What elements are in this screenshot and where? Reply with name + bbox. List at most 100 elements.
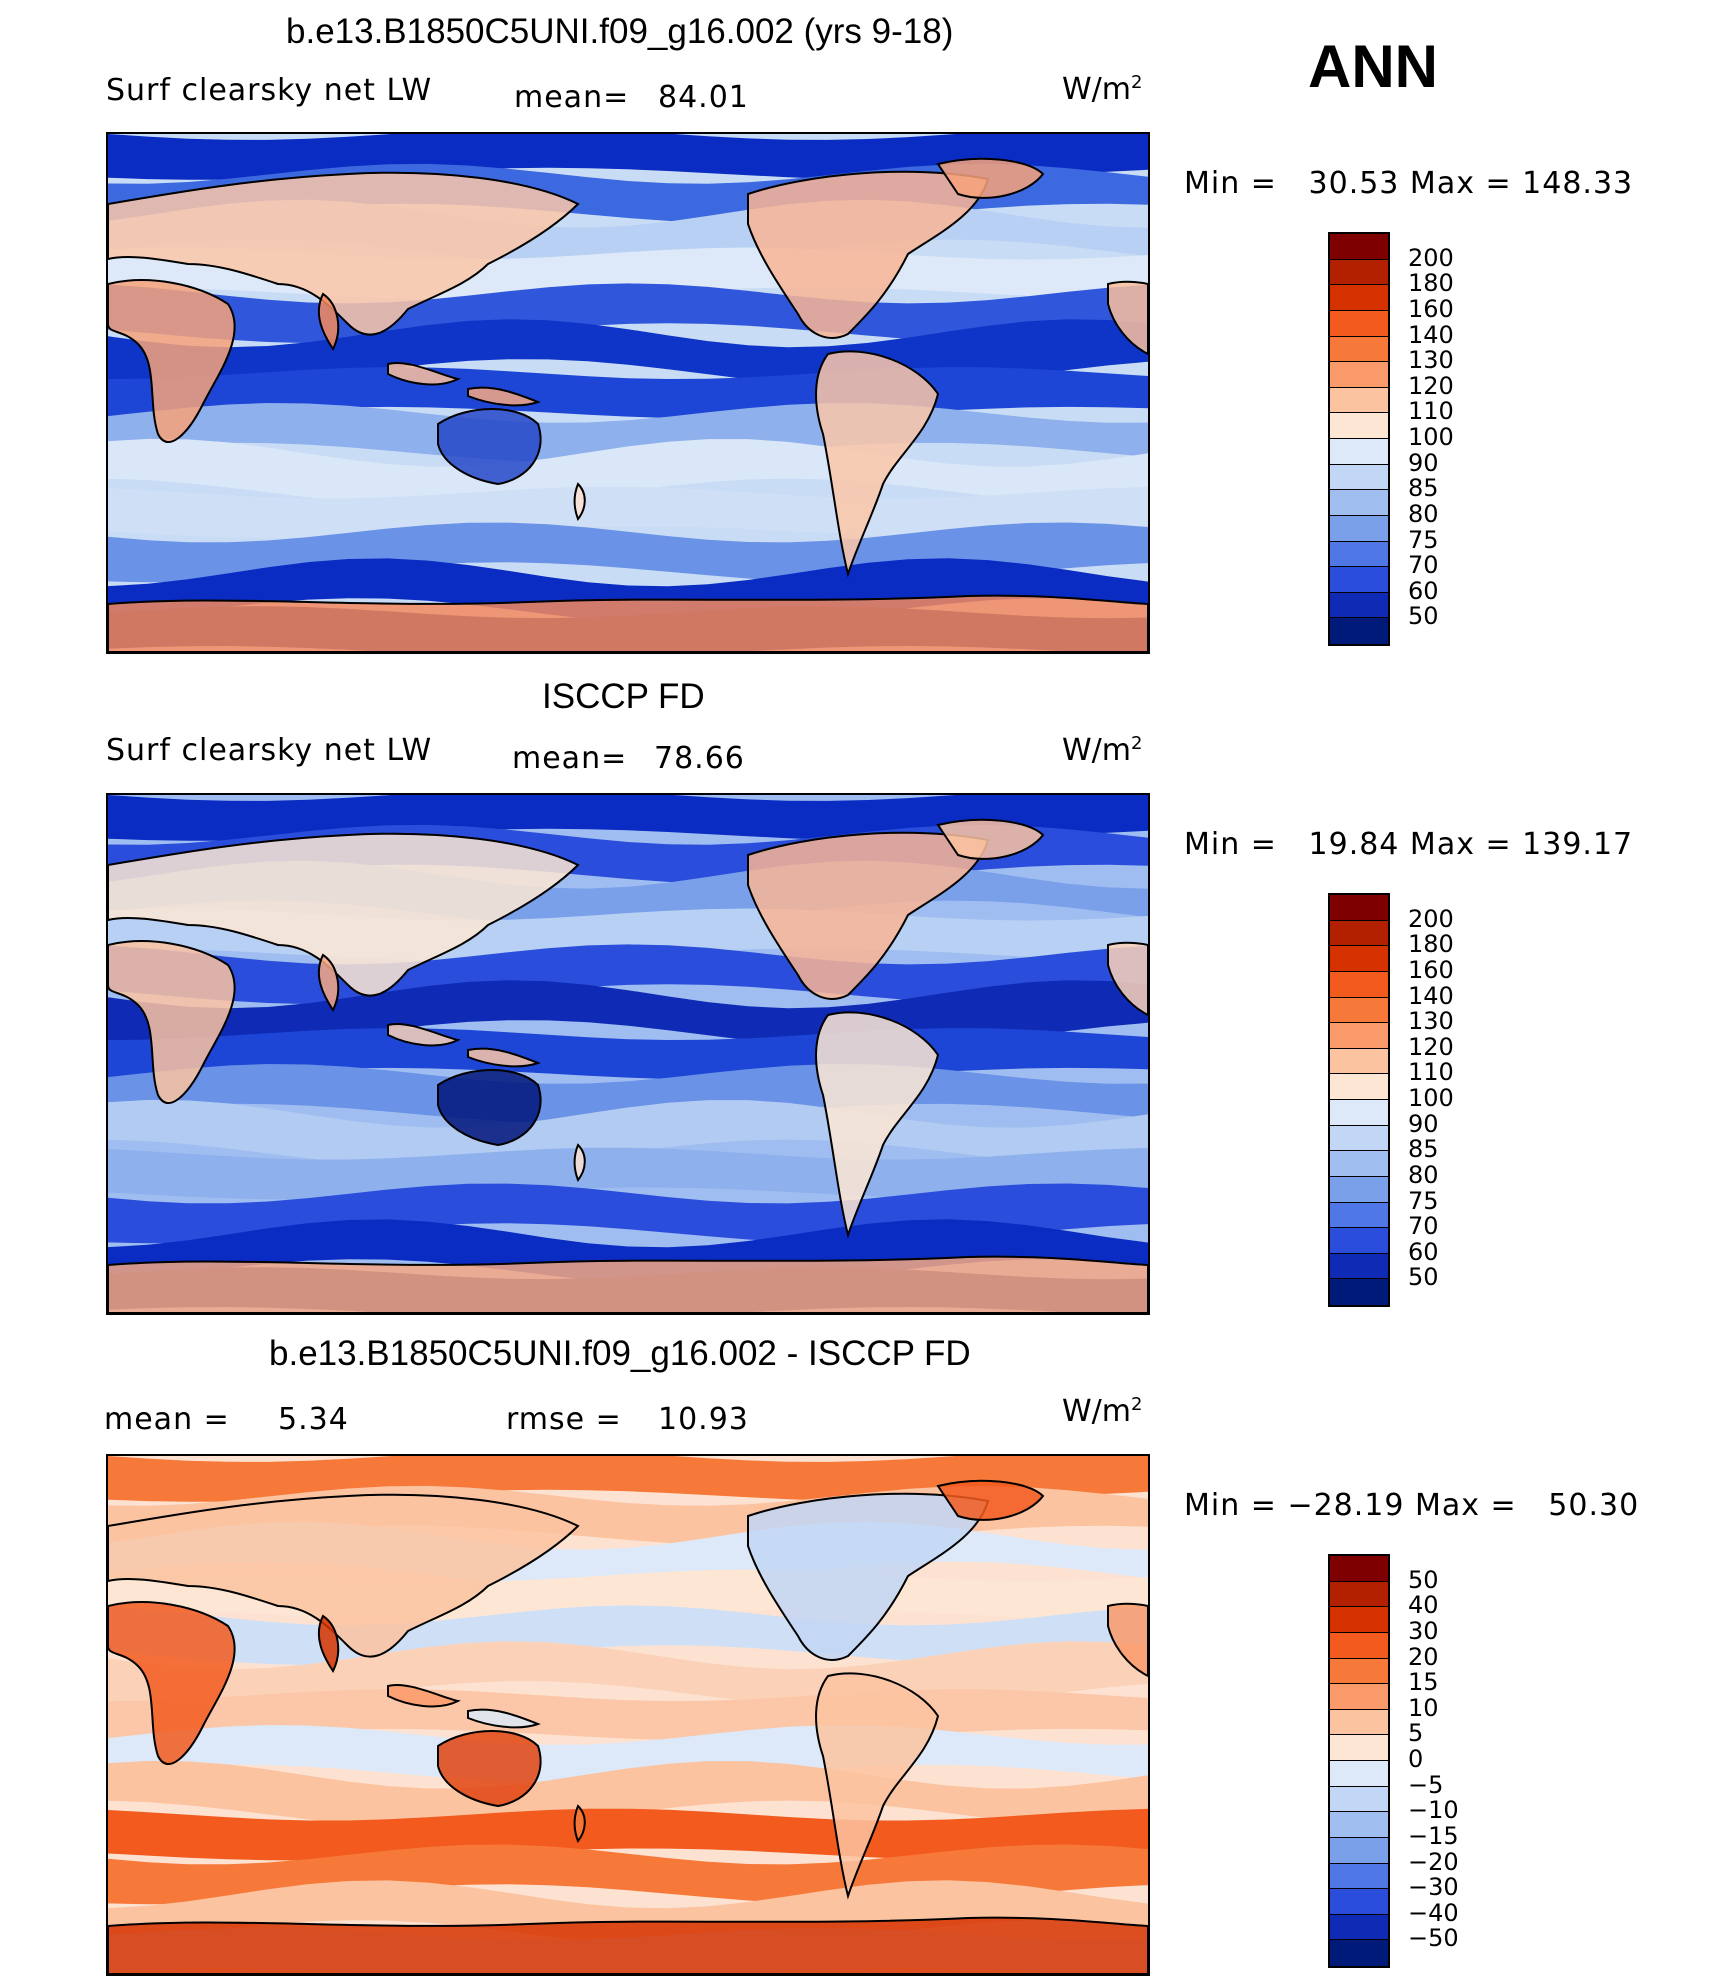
colorbar-segment xyxy=(1330,362,1388,388)
panel-2-units: W/m2 xyxy=(1062,733,1143,768)
coastline xyxy=(317,953,340,1012)
coastline xyxy=(437,1069,542,1147)
colorbar-tick-label: 40 xyxy=(1408,1591,1439,1620)
colorbar-tick-label: 80 xyxy=(1408,499,1439,528)
colorbar-segment xyxy=(1330,1940,1388,1966)
panel-1-colorbar xyxy=(1328,232,1390,646)
colorbar-segment xyxy=(1330,1632,1388,1659)
panel-3-rmse-label: rmse = xyxy=(506,1402,622,1437)
colorbar-segment xyxy=(1330,285,1388,311)
coastline xyxy=(1107,941,1148,1017)
colorbar-tick-label: 90 xyxy=(1408,1109,1439,1138)
panel-3-mean-value: 5.34 xyxy=(278,1402,349,1437)
colorbar-segment xyxy=(1330,1279,1388,1305)
coastline xyxy=(437,1730,542,1808)
colorbar-tick-label: 75 xyxy=(1408,525,1439,554)
panel-2-colorbar xyxy=(1328,893,1390,1307)
colorbar-segment xyxy=(1330,1023,1388,1049)
coastline xyxy=(936,157,1045,199)
coastline xyxy=(387,1023,461,1047)
colorbar-tick-label: 70 xyxy=(1408,551,1439,580)
colorbar-segment xyxy=(1330,946,1388,972)
colorbar-segment xyxy=(1330,567,1388,593)
colorbar-tick-label: 50 xyxy=(1408,1565,1439,1594)
colorbar-tick-label: 180 xyxy=(1408,930,1454,959)
coastline xyxy=(467,1047,541,1068)
coastline xyxy=(1107,280,1148,356)
colorbar-segment xyxy=(1330,1863,1388,1890)
panel-1-minmax: Min = 30.53 Max = 148.33 xyxy=(1184,166,1634,201)
colorbar-tick-label: 200 xyxy=(1408,243,1454,272)
colorbar-segment xyxy=(1330,1202,1388,1229)
coastline xyxy=(815,350,940,578)
colorbar-segment xyxy=(1330,541,1388,568)
panel-1-variable-label: Surf clearsky net LW xyxy=(106,73,433,108)
panel-3-minmax: Min = −28.19 Max = 50.30 xyxy=(1184,1488,1640,1523)
colorbar-tick-label: 180 xyxy=(1408,269,1454,298)
coastline xyxy=(815,1672,940,1900)
colorbar-tick-label: 140 xyxy=(1408,981,1454,1010)
panel-1-title: b.e13.B1850C5UNI.f09_g16.002 (yrs 9-18) xyxy=(286,12,954,51)
coastline xyxy=(467,386,541,407)
coastline xyxy=(936,1479,1045,1521)
colorbar-tick-label: 130 xyxy=(1408,346,1454,375)
panel-3-units: W/m2 xyxy=(1062,1394,1143,1429)
colorbar-tick-label: 50 xyxy=(1408,602,1439,631)
colorbar-segment xyxy=(1330,920,1388,947)
colorbar-segment xyxy=(1330,490,1388,516)
coastline xyxy=(936,818,1045,860)
colorbar-tick-label: 5 xyxy=(1408,1719,1424,1748)
colorbar-tick-label: −10 xyxy=(1408,1796,1459,1825)
colorbar-tick-label: 120 xyxy=(1408,1032,1454,1061)
panel-1-mean-value: 84.01 xyxy=(658,80,749,115)
colorbar-tick-label: 85 xyxy=(1408,474,1439,503)
colorbar-segment xyxy=(1330,310,1388,337)
coastline xyxy=(387,1684,461,1708)
coastline xyxy=(317,1614,340,1673)
colorbar-segment xyxy=(1330,259,1388,286)
coastline xyxy=(108,940,236,1105)
colorbar-segment xyxy=(1330,1607,1388,1633)
colorbar-segment xyxy=(1330,1837,1388,1864)
colorbar-segment xyxy=(1330,387,1388,414)
colorbar-tick-label: 140 xyxy=(1408,320,1454,349)
panel-1-mean-label: mean= xyxy=(514,80,630,115)
colorbar-segment xyxy=(1330,1889,1388,1915)
colorbar-tick-label: 15 xyxy=(1408,1668,1439,1697)
panel-3-mean-label: mean = xyxy=(104,1402,230,1437)
colorbar-segment xyxy=(1330,997,1388,1024)
panel-3-map xyxy=(106,1454,1150,1976)
coastline xyxy=(747,1492,990,1661)
panel-3-title: b.e13.B1850C5UNI.f09_g16.002 - ISCCP FD xyxy=(269,1334,971,1373)
colorbar-segment xyxy=(1330,464,1388,491)
colorbar-tick-label: −30 xyxy=(1408,1873,1459,1902)
colorbar-tick-label: 85 xyxy=(1408,1135,1439,1164)
colorbar-tick-label: 20 xyxy=(1408,1642,1439,1671)
coastline xyxy=(573,482,586,521)
colorbar-tick-label: 10 xyxy=(1408,1693,1439,1722)
colorbar-segment xyxy=(1330,1253,1388,1280)
coastline xyxy=(747,831,990,1000)
panel-2-mean-label: mean= xyxy=(512,741,628,776)
colorbar-segment xyxy=(1330,592,1388,619)
coastline xyxy=(573,1143,586,1182)
coastline xyxy=(108,1916,1148,1974)
colorbar-tick-label: 75 xyxy=(1408,1186,1439,1215)
colorbar-segment xyxy=(1330,1684,1388,1710)
colorbar-segment xyxy=(1330,515,1388,542)
coastline xyxy=(437,408,542,486)
colorbar-segment xyxy=(1330,1228,1388,1254)
colorbar-tick-label: 60 xyxy=(1408,1237,1439,1266)
colorbar-segment xyxy=(1330,618,1388,644)
coastline xyxy=(747,170,990,339)
panel-2-map-svg xyxy=(108,795,1148,1313)
panel-1-map xyxy=(106,132,1150,654)
colorbar-tick-label: 160 xyxy=(1408,955,1454,984)
colorbar-segment xyxy=(1330,1735,1388,1761)
colorbar-tick-label: −50 xyxy=(1408,1924,1459,1953)
panel-1-units: W/m2 xyxy=(1062,72,1143,107)
contour-band xyxy=(108,486,1148,539)
panel-2-title: ISCCP FD xyxy=(542,677,705,716)
colorbar-segment xyxy=(1330,234,1388,260)
colorbar-tick-label: 120 xyxy=(1408,371,1454,400)
